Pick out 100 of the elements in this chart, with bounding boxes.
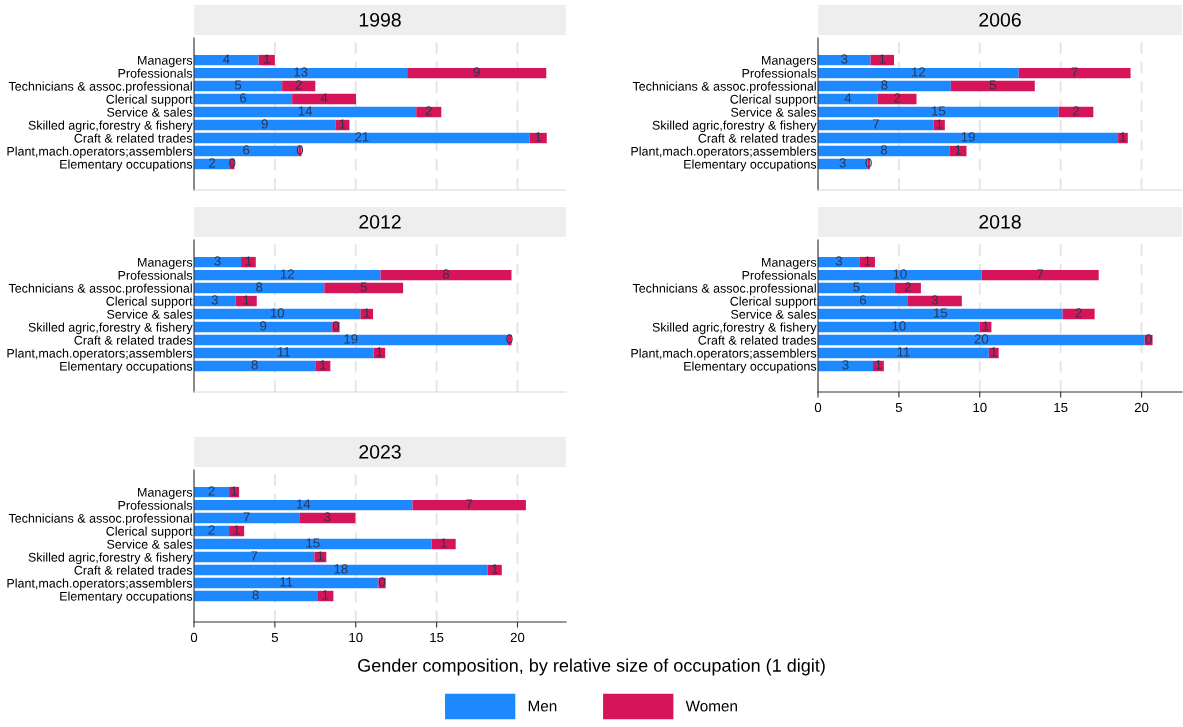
- x-tick-label: 20: [510, 632, 525, 643]
- data-label: 2: [295, 80, 302, 90]
- data-label: 1: [320, 360, 326, 370]
- y-tick-label: Managers: [138, 488, 193, 500]
- bar: [818, 54, 871, 66]
- data-label: 6: [243, 145, 250, 155]
- data-label: 18: [334, 564, 348, 574]
- x-tick-label: 20: [1134, 402, 1149, 413]
- bar: [194, 334, 508, 346]
- data-label: 7: [1071, 67, 1078, 77]
- data-label: 7: [243, 512, 250, 522]
- y-tick-label: Clerical support: [730, 94, 817, 107]
- data-label: 10: [270, 308, 285, 318]
- data-label: 3: [211, 295, 218, 305]
- data-label: 0: [1145, 334, 1152, 344]
- bar: [407, 67, 547, 79]
- y-tick-label: Professionals: [118, 270, 193, 280]
- data-label: 4: [222, 54, 230, 64]
- data-label: 0: [332, 321, 340, 331]
- data-label: 9: [261, 119, 268, 129]
- data-label: 1: [535, 132, 542, 142]
- y-tick-label: Technicians & assoc.professional: [8, 81, 192, 94]
- x-tick-label: 5: [895, 402, 903, 413]
- bar: [194, 269, 381, 281]
- bar: [194, 321, 333, 333]
- data-label: 1: [879, 54, 886, 64]
- bar: [818, 347, 989, 359]
- bar: [818, 106, 1059, 118]
- bar: [412, 499, 526, 511]
- y-tick-label: Technicians & assoc.professional: [8, 283, 192, 296]
- data-label: 4: [844, 93, 852, 103]
- data-label: 1: [376, 347, 383, 357]
- data-label: 11: [280, 577, 293, 587]
- y-tick-label: Skilled agric,forestry & fishery: [28, 120, 193, 133]
- data-label: 11: [277, 347, 290, 357]
- data-label: 0: [296, 145, 304, 155]
- data-label: 0: [378, 577, 386, 587]
- data-label: 1: [875, 360, 882, 370]
- y-tick-label: Professionals: [118, 68, 193, 78]
- data-label: 1: [1120, 132, 1126, 142]
- data-label: 5: [853, 282, 860, 292]
- bar: [282, 80, 316, 92]
- x-tick-label: 10: [973, 402, 987, 413]
- bar: [194, 282, 325, 294]
- data-label: 8: [880, 145, 888, 155]
- x-tick-label: 15: [430, 632, 444, 643]
- data-label: 1: [322, 590, 329, 600]
- x-axis-title: Gender composition, by relative size of occupation (1 digit): [358, 658, 825, 676]
- data-label: 6: [859, 295, 867, 305]
- data-label: 15: [932, 106, 946, 116]
- data-label: 13: [294, 67, 308, 77]
- bar: [194, 132, 530, 144]
- data-label: 1: [364, 308, 370, 318]
- y-tick-label: Service & sales: [107, 107, 193, 117]
- data-label: 11: [897, 347, 910, 357]
- chart-title: 2018: [979, 214, 1021, 229]
- y-tick-label: Technicians & assoc.professional: [632, 283, 816, 296]
- data-label: 1: [264, 54, 270, 64]
- y-tick-label: Clerical support: [106, 94, 193, 107]
- y-tick-label: Elementary occupations: [684, 361, 817, 374]
- x-tick-label: 10: [349, 632, 363, 643]
- bar: [194, 347, 374, 359]
- y-tick-label: Plant,mach.operators;assemblers: [7, 578, 193, 591]
- bar: [194, 119, 336, 131]
- bar: [818, 321, 980, 333]
- chart-title: 2023: [359, 444, 401, 459]
- y-tick-label: Skilled agric,forestry & fishery: [652, 322, 817, 335]
- bar: [194, 512, 300, 524]
- data-label: 5: [234, 80, 242, 90]
- bar: [194, 564, 488, 576]
- bar: [870, 54, 895, 66]
- data-label: 2: [208, 525, 215, 535]
- bar: [950, 80, 1035, 92]
- bar: [324, 282, 404, 294]
- legend-label: Women: [685, 700, 737, 712]
- bar: [1018, 67, 1131, 79]
- chart-title: 2006: [979, 12, 1021, 27]
- data-label: 14: [298, 106, 313, 116]
- data-label: 2: [425, 106, 432, 116]
- data-label: 1: [339, 119, 346, 129]
- bar: [1062, 308, 1095, 320]
- bar: [194, 360, 316, 372]
- bar: [194, 577, 379, 589]
- y-tick-label: Technicians & assoc.professional: [632, 81, 816, 94]
- x-tick-label: 0: [814, 402, 822, 413]
- data-label: 5: [989, 80, 996, 90]
- bar: [818, 145, 950, 157]
- legend-label: Men: [528, 700, 557, 712]
- data-label: 7: [872, 119, 879, 129]
- bar: [818, 360, 873, 372]
- bar: [949, 145, 967, 157]
- data-label: 21: [355, 132, 369, 142]
- bar: [194, 256, 242, 268]
- bar: [194, 308, 361, 320]
- bar: [818, 119, 934, 131]
- bar: [1058, 106, 1094, 118]
- data-label: 20: [974, 334, 989, 344]
- y-tick-label: Managers: [138, 258, 193, 270]
- data-label: 2: [894, 93, 901, 103]
- data-label: 10: [892, 321, 906, 331]
